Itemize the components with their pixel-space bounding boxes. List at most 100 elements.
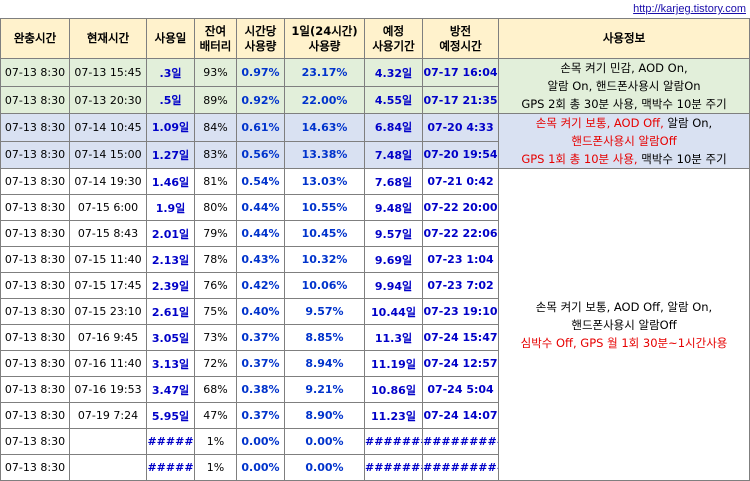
- cell-discharge-time: 07-22 20:00: [422, 194, 499, 221]
- cell-discharge-time: ##########: [422, 428, 499, 455]
- cell-hourly-usage: 0.56%: [236, 140, 285, 169]
- cell-current-time: 07-19 7:24: [69, 402, 147, 429]
- cell-hourly-usage: 0.97%: [236, 57, 285, 88]
- cell-expected-period: 9.48일: [364, 194, 423, 221]
- cell-used-days: 3.13일: [146, 350, 195, 377]
- cell-hourly-usage: 0.38%: [236, 376, 285, 403]
- header-battery: 잔여 배터리: [194, 18, 237, 59]
- usage-info-white: 손목 켜기 보통, AOD Off, 알람 On, 핸드폰사용시 알람Off 심박수…: [498, 168, 750, 481]
- cell-used-days: 5.95일: [146, 402, 195, 429]
- cell-discharge-time: 07-20 4:33: [422, 113, 499, 142]
- blog-url-link[interactable]: http://karjeg.tistory.com: [633, 3, 746, 15]
- usage-info-green: 손목 켜기 민감, AOD On, 알람 On, 핸드폰사용시 알람On GPS 2…: [498, 58, 750, 114]
- cell-hourly-usage: 0.40%: [236, 298, 285, 325]
- cell-battery: 79%: [194, 220, 237, 247]
- cell-hourly-usage: 0.42%: [236, 272, 285, 299]
- cell-hourly-usage: 0.61%: [236, 113, 285, 142]
- header-discharge-time: 방전 예정시간: [422, 18, 499, 59]
- cell-charge-time: 07-13 8:30: [0, 350, 70, 377]
- cell-expected-period: 7.48일: [364, 140, 423, 169]
- cell-current-time: 07-14 15:00: [69, 140, 147, 169]
- cell-used-days: 1.27일: [146, 140, 195, 169]
- cell-hourly-usage: 0.44%: [236, 220, 285, 247]
- cell-discharge-time: 07-22 22:06: [422, 220, 499, 247]
- cell-battery: 73%: [194, 324, 237, 351]
- cell-hourly-usage: 0.92%: [236, 86, 285, 114]
- cell-current-time: 07-15 8:43: [69, 220, 147, 247]
- cell-charge-time: 07-13 8:30: [0, 220, 70, 247]
- cell-discharge-time: 07-23 7:02: [422, 272, 499, 299]
- cell-battery: 68%: [194, 376, 237, 403]
- table-row: 07-13 8:30 07-14 15:00 1.27일 83% 0.56% 13.38%…: [0, 140, 750, 169]
- cell-current-time: 07-15 11:40: [69, 246, 147, 273]
- cell-hourly-usage: 0.54%: [236, 168, 285, 195]
- cell-discharge-time: 07-23 1:04: [422, 246, 499, 273]
- cell-used-days: 2.39일: [146, 272, 195, 299]
- cell-discharge-time: 07-24 12:57: [422, 350, 499, 377]
- cell-battery: 47%: [194, 402, 237, 429]
- cell-discharge-time: 07-24 5:04: [422, 376, 499, 403]
- cell-used-days: #####: [146, 428, 195, 455]
- cell-used-days: 1.09일: [146, 113, 195, 142]
- header-current-time: 현재시간: [69, 18, 147, 59]
- cell-daily-usage: 22.00%: [284, 86, 365, 114]
- cell-battery: 1%: [194, 428, 237, 455]
- cell-current-time: 07-13 20:30: [69, 86, 147, 114]
- table-row: 07-13 8:30 07-16 19:53 3.47일 68% 0.38% 9.21% 1…: [0, 376, 750, 403]
- cell-current-time: [69, 428, 147, 455]
- cell-used-days: 2.13일: [146, 246, 195, 273]
- cell-expected-period: 9.94일: [364, 272, 423, 299]
- cell-daily-usage: 8.90%: [284, 402, 365, 429]
- cell-discharge-time: 07-20 19:54: [422, 140, 499, 169]
- cell-battery: 80%: [194, 194, 237, 221]
- cell-charge-time: 07-13 8:30: [0, 86, 70, 114]
- cell-daily-usage: 8.85%: [284, 324, 365, 351]
- table-row: 07-13 8:30 07-15 6:00 1.9일 80% 0.44% 10.55% 9.…: [0, 194, 750, 221]
- cell-charge-time: 07-13 8:30: [0, 194, 70, 221]
- cell-discharge-time: 07-24 15:47: [422, 324, 499, 351]
- cell-expected-period: 4.32일: [364, 57, 423, 88]
- cell-battery: 89%: [194, 86, 237, 114]
- header-charge-time: 완충시간: [0, 18, 70, 59]
- header-hourly-usage: 시간당 사용량: [236, 18, 285, 59]
- header-row: 완충시간 현재시간 사용일 잔여 배터리 시간당 사용량 1일(24시간) 사용량 예…: [0, 18, 750, 59]
- header-daily-usage: 1일(24시간) 사용량: [284, 18, 365, 59]
- cell-current-time: 07-16 11:40: [69, 350, 147, 377]
- cell-daily-usage: 9.21%: [284, 376, 365, 403]
- cell-charge-time: 07-13 8:30: [0, 376, 70, 403]
- cell-battery: 84%: [194, 113, 237, 142]
- cell-daily-usage: 13.38%: [284, 140, 365, 169]
- cell-hourly-usage: 0.43%: [236, 246, 285, 273]
- table-row: 07-13 8:30 ##### 1% 0.00% 0.00% ###### #######…: [0, 428, 750, 455]
- cell-battery: 75%: [194, 298, 237, 325]
- cell-used-days: 1.9일: [146, 194, 195, 221]
- cell-daily-usage: 14.63%: [284, 113, 365, 142]
- cell-daily-usage: 9.57%: [284, 298, 365, 325]
- cell-expected-period: 11.19일: [364, 350, 423, 377]
- cell-expected-period: 6.84일: [364, 113, 423, 142]
- table-row: 07-13 8:30 07-15 23:10 2.61일 75% 0.40% 9.57% 1…: [0, 298, 750, 325]
- cell-daily-usage: 0.00%: [284, 428, 365, 455]
- cell-charge-time: 07-13 8:30: [0, 57, 70, 88]
- cell-daily-usage: 23.17%: [284, 57, 365, 88]
- cell-used-days: 3.47일: [146, 376, 195, 403]
- cell-battery: 81%: [194, 168, 237, 195]
- cell-expected-period: 7.68일: [364, 168, 423, 195]
- usage-info-purple: 손목 켜기 보통, AOD Off, 알람 On, 핸드폰사용시 알람Off GPS…: [498, 113, 750, 169]
- cell-charge-time: 07-13 8:30: [0, 168, 70, 195]
- cell-discharge-time: 07-17 21:35: [422, 86, 499, 114]
- cell-daily-usage: 13.03%: [284, 168, 365, 195]
- cell-battery: 76%: [194, 272, 237, 299]
- cell-charge-time: 07-13 8:30: [0, 246, 70, 273]
- cell-charge-time: 07-13 8:30: [0, 298, 70, 325]
- cell-expected-period: 10.86일: [364, 376, 423, 403]
- cell-expected-period: 10.44일: [364, 298, 423, 325]
- cell-charge-time: 07-13 8:30: [0, 113, 70, 142]
- cell-current-time: 07-16 19:53: [69, 376, 147, 403]
- table-row: 07-13 8:30 07-13 20:30.5일 89% 0.92% 22.00% 4.…: [0, 86, 750, 114]
- table-row: 07-13 8:30 07-14 10:45 1.09일 84% 0.61% 14.63%…: [0, 113, 750, 169]
- cell-used-days: 1.46일: [146, 168, 195, 195]
- cell-hourly-usage: 0.37%: [236, 324, 285, 351]
- header-expected-period: 예정 사용기간: [364, 18, 423, 59]
- cell-charge-time: 07-13 8:30: [0, 402, 70, 429]
